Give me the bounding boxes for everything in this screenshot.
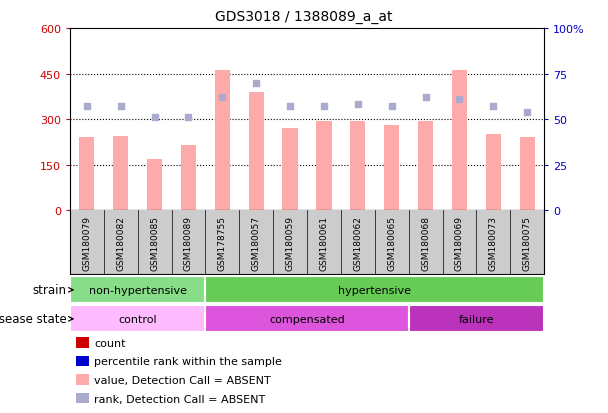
Text: GSM180061: GSM180061 [319, 216, 328, 271]
Text: disease state: disease state [0, 313, 67, 325]
Text: GSM180073: GSM180073 [489, 216, 498, 271]
Bar [70, 277, 206, 304]
Bar [486, 135, 501, 211]
Text: GSM180059: GSM180059 [286, 216, 295, 271]
Bar [181, 145, 196, 211]
Bar [206, 277, 544, 304]
Text: control: control [119, 314, 157, 324]
Text: GSM180068: GSM180068 [421, 216, 430, 271]
Text: GSM180079: GSM180079 [82, 216, 91, 271]
Point [82, 104, 92, 110]
Text: GSM180062: GSM180062 [353, 216, 362, 271]
Text: compensated: compensated [269, 314, 345, 324]
Bar [520, 138, 535, 211]
Point [421, 95, 430, 101]
Bar [316, 121, 331, 211]
Bar [418, 121, 434, 211]
Point [522, 109, 532, 116]
Bar [206, 306, 409, 332]
Text: GSM180075: GSM180075 [523, 216, 532, 271]
Text: hypertensive: hypertensive [338, 285, 411, 295]
Text: GSM180089: GSM180089 [184, 216, 193, 271]
Text: failure: failure [458, 314, 494, 324]
Text: rank, Detection Call = ABSENT: rank, Detection Call = ABSENT [94, 394, 266, 404]
Point [488, 104, 498, 110]
Point [150, 115, 159, 121]
Text: count: count [94, 338, 126, 348]
Bar [452, 71, 467, 211]
Text: GSM178755: GSM178755 [218, 216, 227, 271]
Bar [409, 306, 544, 332]
Point [251, 80, 261, 87]
Text: GDS3018 / 1388089_a_at: GDS3018 / 1388089_a_at [215, 10, 393, 24]
Point [285, 104, 295, 110]
Point [184, 115, 193, 121]
Bar [283, 129, 298, 211]
Bar [215, 71, 230, 211]
Text: value, Detection Call = ABSENT: value, Detection Call = ABSENT [94, 375, 271, 385]
Text: GSM180057: GSM180057 [252, 216, 261, 271]
Bar [384, 126, 399, 211]
Point [319, 104, 329, 110]
Point [387, 104, 396, 110]
Point [353, 102, 363, 109]
Point [116, 104, 126, 110]
Text: GSM180065: GSM180065 [387, 216, 396, 271]
Bar [249, 93, 264, 211]
Text: non-hypertensive: non-hypertensive [89, 285, 187, 295]
Bar [147, 159, 162, 211]
Text: GSM180085: GSM180085 [150, 216, 159, 271]
Point [218, 95, 227, 101]
Point [455, 97, 465, 103]
Bar [113, 137, 128, 211]
Bar [350, 121, 365, 211]
Bar [79, 138, 94, 211]
Bar [70, 306, 206, 332]
Text: GSM180082: GSM180082 [116, 216, 125, 271]
Text: strain: strain [33, 284, 67, 297]
Text: percentile rank within the sample: percentile rank within the sample [94, 356, 282, 366]
Text: GSM180069: GSM180069 [455, 216, 464, 271]
